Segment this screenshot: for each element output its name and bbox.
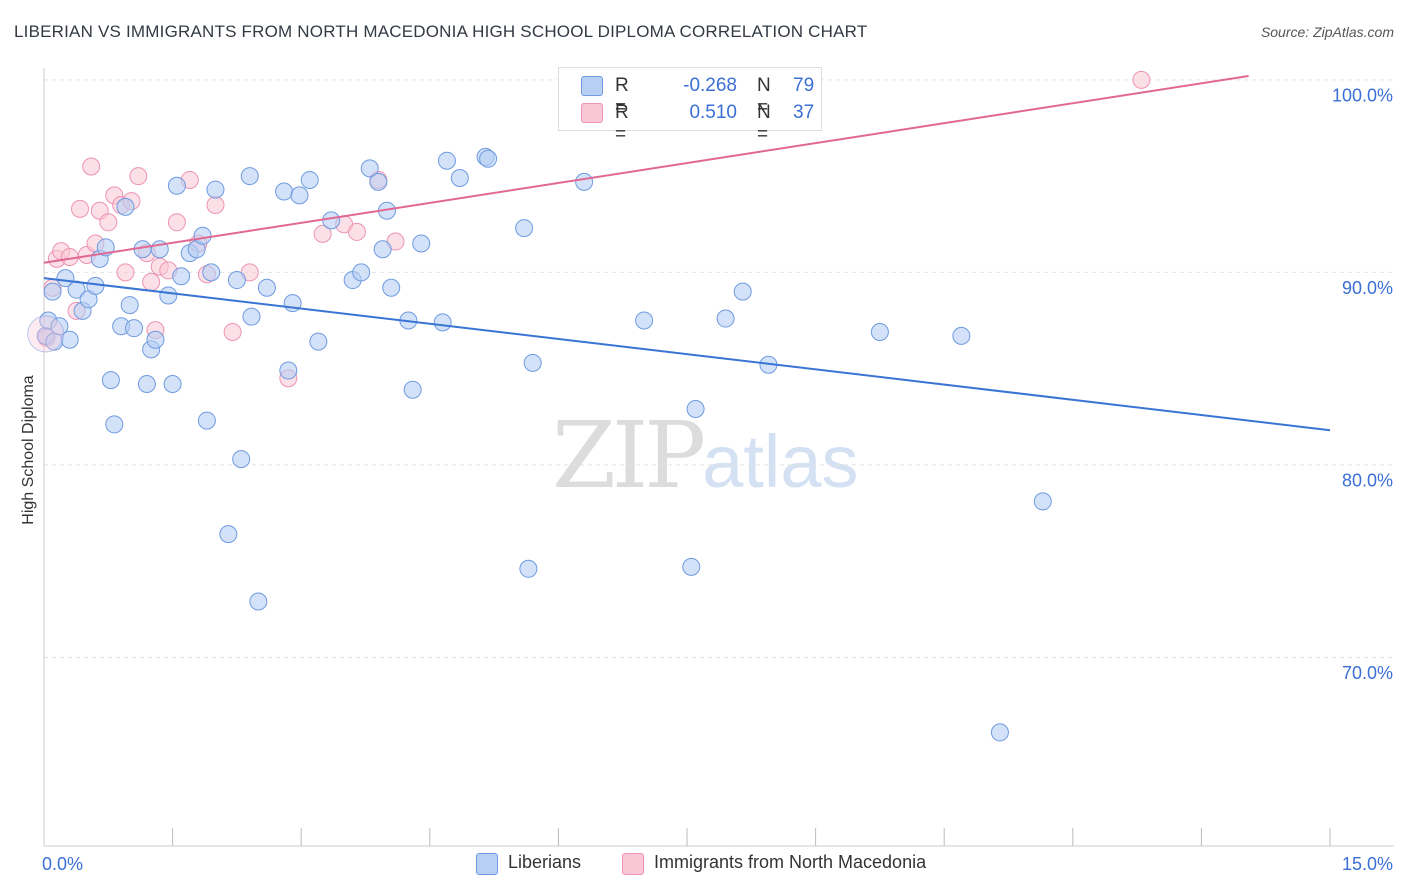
y-tick-label: 80.0% [1342,470,1393,490]
data-point-liberians [575,172,594,191]
y-tick-label: 70.0% [1342,663,1393,683]
legend-n-value: 37 [793,102,815,123]
data-point-liberians [120,296,139,315]
bottom-legend-label-north-macedonia: Immigrants from North Macedonia [654,852,927,872]
data-point-liberians [60,330,79,349]
data-point-cluster [27,315,65,353]
data-point-liberians [193,226,212,245]
legend-r-label: R = [615,102,629,145]
data-point-liberians [101,371,120,390]
y-tick-label: 90.0% [1342,278,1393,298]
correlation-legend: R = -0.268 N = 79 R = 0.510 N = 37 [558,67,822,145]
data-point-north-macedonia [1132,70,1151,89]
data-point-liberians [515,219,534,238]
data-point-liberians [167,176,186,195]
data-point-liberians [686,400,705,419]
data-point-liberians [125,319,144,338]
legend-n-label: N = [757,75,771,118]
data-point-liberians [116,197,135,216]
data-point-liberians [1033,492,1052,511]
data-point-north-macedonia [142,272,161,291]
data-point-liberians [382,278,401,297]
legend-r-label: R = [615,75,629,118]
legend-swatch-north-macedonia [581,103,603,123]
data-point-liberians [249,592,268,611]
data-point-liberians [202,263,221,282]
data-point-liberians [437,151,456,170]
watermark-zip: ZIP [552,402,706,509]
data-point-liberians [635,311,654,330]
data-point-north-macedonia [313,224,332,243]
data-point-north-macedonia [206,195,225,214]
bottom-legend-swatch-liberians [476,853,498,875]
legend-n-value: 79 [793,75,815,96]
x-tick-label: 15.0% [1342,854,1393,874]
data-point-liberians [242,307,261,326]
data-point-liberians [163,375,182,393]
watermark: ZIPatlas [552,402,858,509]
data-point-north-macedonia [99,213,118,232]
data-point-liberians [479,149,498,168]
data-point-liberians [219,525,238,544]
data-point-liberians [733,282,752,301]
trend-line-liberians [43,277,1331,432]
data-point-liberians [105,415,124,434]
data-point-liberians [352,263,371,282]
data-point-liberians [412,234,431,253]
data-point-liberians [360,159,379,178]
data-point-north-macedonia [129,167,148,186]
data-point-liberians [300,170,319,189]
data-point-north-macedonia [71,199,90,218]
data-point-liberians [206,180,225,199]
data-point-liberians [159,286,178,305]
data-point-liberians [172,267,191,286]
data-point-liberians [43,282,62,301]
data-point-liberians [309,332,328,351]
y-tick-label: 100.0% [1332,85,1393,105]
legend-swatch-liberians [581,76,603,96]
data-point-liberians [990,723,1009,742]
data-point-liberians [227,271,246,290]
data-point-liberians [952,326,971,345]
data-point-liberians [56,269,75,288]
data-point-liberians [257,278,276,297]
data-point-liberians [146,330,165,349]
data-point-liberians [870,323,889,342]
chart-title: LIBERIAN VS IMMIGRANTS FROM NORTH MACEDO… [14,22,868,41]
trend-line-north-macedonia [43,75,1249,264]
data-point-liberians [290,186,309,205]
data-point-liberians [240,167,259,186]
data-point-liberians [275,182,294,201]
data-point-liberians [232,450,251,469]
data-point-north-macedonia [347,222,366,241]
data-point-liberians [137,375,156,393]
watermark-atlas: atlas [702,420,859,503]
bottom-legend-swatch-north-macedonia [622,853,644,875]
data-point-liberians [322,211,341,230]
data-point-liberians [682,557,701,576]
legend-r-value: -0.268 [683,75,737,96]
data-point-liberians [523,353,542,372]
data-point-liberians [433,313,452,332]
data-point-north-macedonia [82,157,101,176]
data-point-liberians [403,380,422,399]
source-credit: Source: ZipAtlas.com [1260,24,1394,40]
data-point-north-macedonia [116,263,135,282]
data-point-liberians [716,309,735,328]
legend-n-label: N = [757,102,771,145]
data-point-north-macedonia [167,213,186,232]
data-point-north-macedonia [223,323,242,342]
legend-r-value: 0.510 [689,102,737,123]
data-point-liberians [450,169,469,188]
data-point-liberians [197,411,216,430]
bottom-legend-label-liberians: Liberians [508,852,582,872]
data-point-liberians [279,361,298,380]
data-point-liberians [519,559,538,578]
data-point-liberians [369,172,388,191]
x-tick-label: 0.0% [42,854,83,874]
data-point-liberians [373,240,392,259]
